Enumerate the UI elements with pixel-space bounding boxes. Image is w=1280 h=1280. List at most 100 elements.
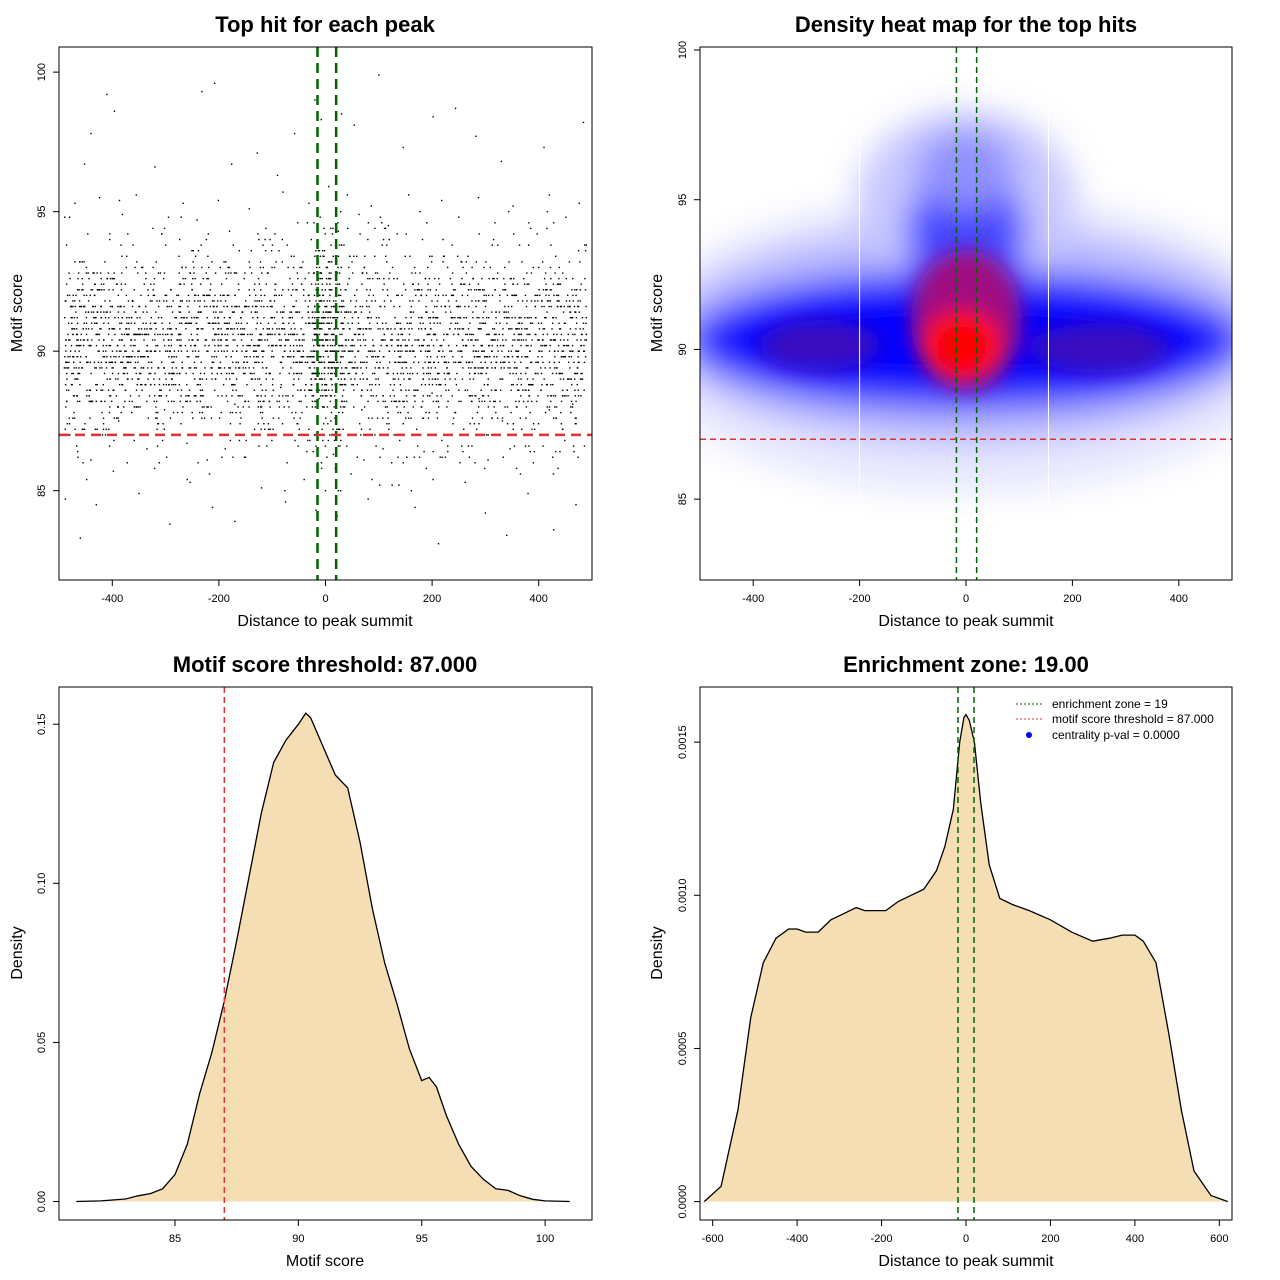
data-point: [260, 395, 262, 397]
data-point: [567, 305, 569, 308]
data-point: [220, 344, 222, 347]
data-point: [211, 367, 213, 369]
data-point: [250, 339, 253, 341]
data-point: [512, 205, 514, 207]
data-point: [472, 277, 474, 280]
data-point: [556, 333, 558, 336]
data-point: [432, 478, 434, 481]
data-point: [258, 361, 260, 364]
data-point: [468, 456, 471, 458]
data-point: [327, 185, 330, 188]
data-point: [408, 328, 410, 330]
data-point: [322, 311, 325, 313]
data-point: [485, 294, 487, 297]
data-point: [87, 272, 89, 274]
data-point: [358, 213, 360, 216]
data-point: [408, 350, 411, 352]
data-point: [266, 333, 269, 336]
data-point: [244, 372, 246, 375]
data-point: [187, 294, 190, 297]
data-point: [147, 289, 149, 291]
data-point: [473, 423, 476, 425]
data-point: [91, 289, 94, 291]
data-point: [353, 389, 355, 391]
data-point: [250, 250, 252, 252]
data-point: [221, 395, 223, 397]
data-point: [266, 328, 268, 330]
data-point: [435, 289, 437, 291]
data-point: [117, 417, 119, 419]
data-point: [227, 266, 229, 269]
data-point: [76, 395, 78, 397]
data-point: [226, 350, 228, 352]
data-point: [111, 372, 114, 375]
data-point: [310, 238, 313, 241]
data-point: [343, 305, 345, 308]
data-point: [420, 406, 423, 408]
data-point: [490, 361, 492, 364]
data-point: [266, 445, 268, 447]
data-point: [555, 294, 558, 297]
data-point: [536, 233, 538, 235]
data-point: [408, 322, 411, 324]
data-point: [201, 417, 203, 419]
data-point: [159, 389, 161, 391]
data-point: [429, 395, 431, 397]
data-point: [235, 378, 238, 380]
data-point: [342, 356, 344, 358]
data-point: [351, 339, 353, 341]
y-tick-label: 100: [36, 63, 48, 81]
data-point: [471, 266, 473, 269]
data-point: [326, 456, 328, 458]
data-point: [579, 328, 581, 330]
data-point: [231, 411, 234, 414]
data-point: [564, 439, 566, 442]
x-axis-label: Motif score: [286, 1253, 364, 1270]
data-point: [468, 372, 471, 375]
data-point: [342, 328, 344, 330]
data-point: [202, 294, 204, 297]
data-point: [323, 322, 325, 324]
data-point: [314, 372, 316, 375]
data-point: [495, 361, 497, 364]
data-point: [407, 417, 410, 419]
data-point: [447, 450, 449, 453]
data-point: [413, 266, 416, 269]
data-point: [256, 152, 258, 154]
data-point: [562, 311, 565, 313]
data-point: [425, 467, 427, 470]
data-point: [402, 339, 404, 341]
density-line: [703, 713, 1229, 1203]
data-point: [261, 300, 263, 302]
data-point: [65, 367, 67, 369]
data-point: [79, 361, 81, 364]
data-point: [545, 283, 547, 285]
data-point: [424, 361, 426, 364]
data-point: [185, 266, 187, 269]
data-point: [72, 395, 75, 397]
data-point: [436, 356, 439, 358]
data-point: [190, 283, 193, 285]
data-point: [104, 434, 107, 436]
data-point: [483, 400, 486, 403]
data-point: [119, 322, 121, 324]
data-point: [483, 300, 486, 302]
data-point: [192, 417, 194, 419]
data-point: [133, 333, 135, 336]
data-point: [83, 261, 85, 263]
data-point: [367, 238, 369, 241]
data-point: [559, 378, 562, 380]
data-point: [141, 266, 143, 269]
data-point: [276, 174, 279, 177]
data-point: [275, 344, 277, 347]
data-point: [267, 428, 270, 431]
data-point: [414, 389, 417, 391]
data-point: [405, 316, 407, 319]
data-point: [263, 350, 265, 352]
data-point: [170, 305, 173, 308]
data-point: [121, 383, 124, 386]
data-point: [197, 356, 200, 358]
data-point: [521, 322, 523, 324]
data-point: [302, 294, 305, 297]
data-point: [510, 411, 512, 414]
